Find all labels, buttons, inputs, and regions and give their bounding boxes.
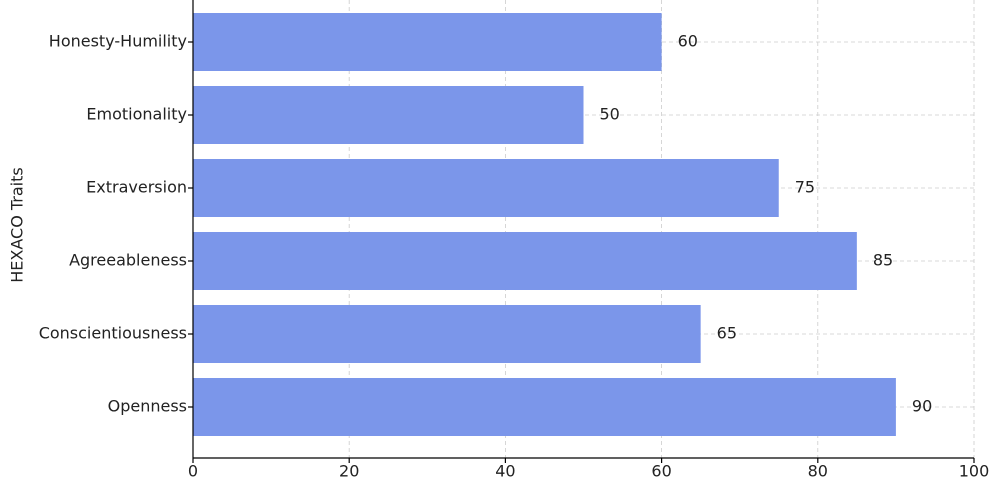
bar [193,232,857,290]
x-tick-label: 100 [959,462,990,481]
bar [193,378,896,436]
value-label: 65 [717,324,737,343]
value-label: 75 [795,178,815,197]
y-tick-label: Openness [108,397,187,416]
y-tick-label: Honesty-Humility [49,32,187,51]
value-label: 85 [873,251,893,270]
value-label: 60 [678,32,698,51]
bar [193,86,584,144]
x-tick-label: 40 [495,462,515,481]
bar [193,305,701,363]
value-label: 90 [912,397,932,416]
y-tick-label: Agreeableness [69,251,187,270]
y-tick-label: Extraversion [86,178,187,197]
x-tick-label: 80 [808,462,828,481]
bar [193,13,662,71]
x-tick-label: 20 [339,462,359,481]
y-tick-label: Conscientiousness [39,324,187,343]
x-tick-label: 0 [188,462,198,481]
bar [193,159,779,217]
y-axis-label: HEXACO Traits [8,167,27,282]
x-tick-label: 60 [651,462,671,481]
value-label: 50 [600,105,620,124]
y-tick-label: Emotionality [86,105,187,124]
